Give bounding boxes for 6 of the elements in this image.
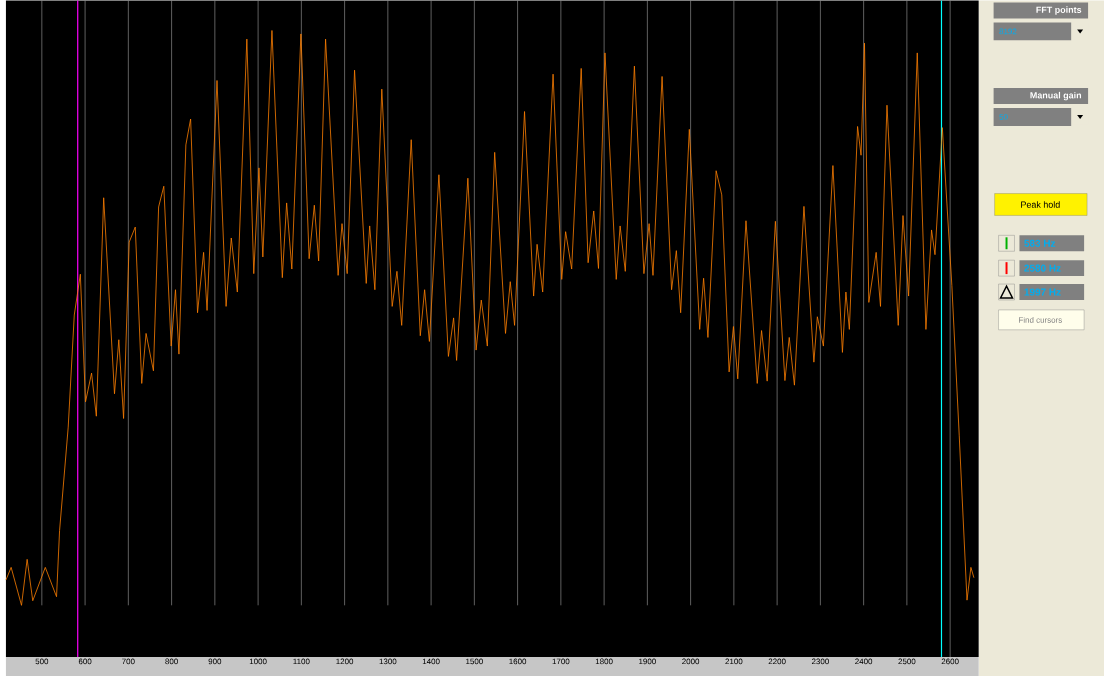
text: FFT points xyxy=(1036,6,1082,15)
text: 2580 Hz xyxy=(1024,264,1061,272)
text: 1997 Hz xyxy=(1024,288,1061,296)
text: Manual gain xyxy=(1030,91,1082,101)
text: Peak hold xyxy=(1021,201,1060,208)
text: 583 Hz xyxy=(1024,239,1056,247)
